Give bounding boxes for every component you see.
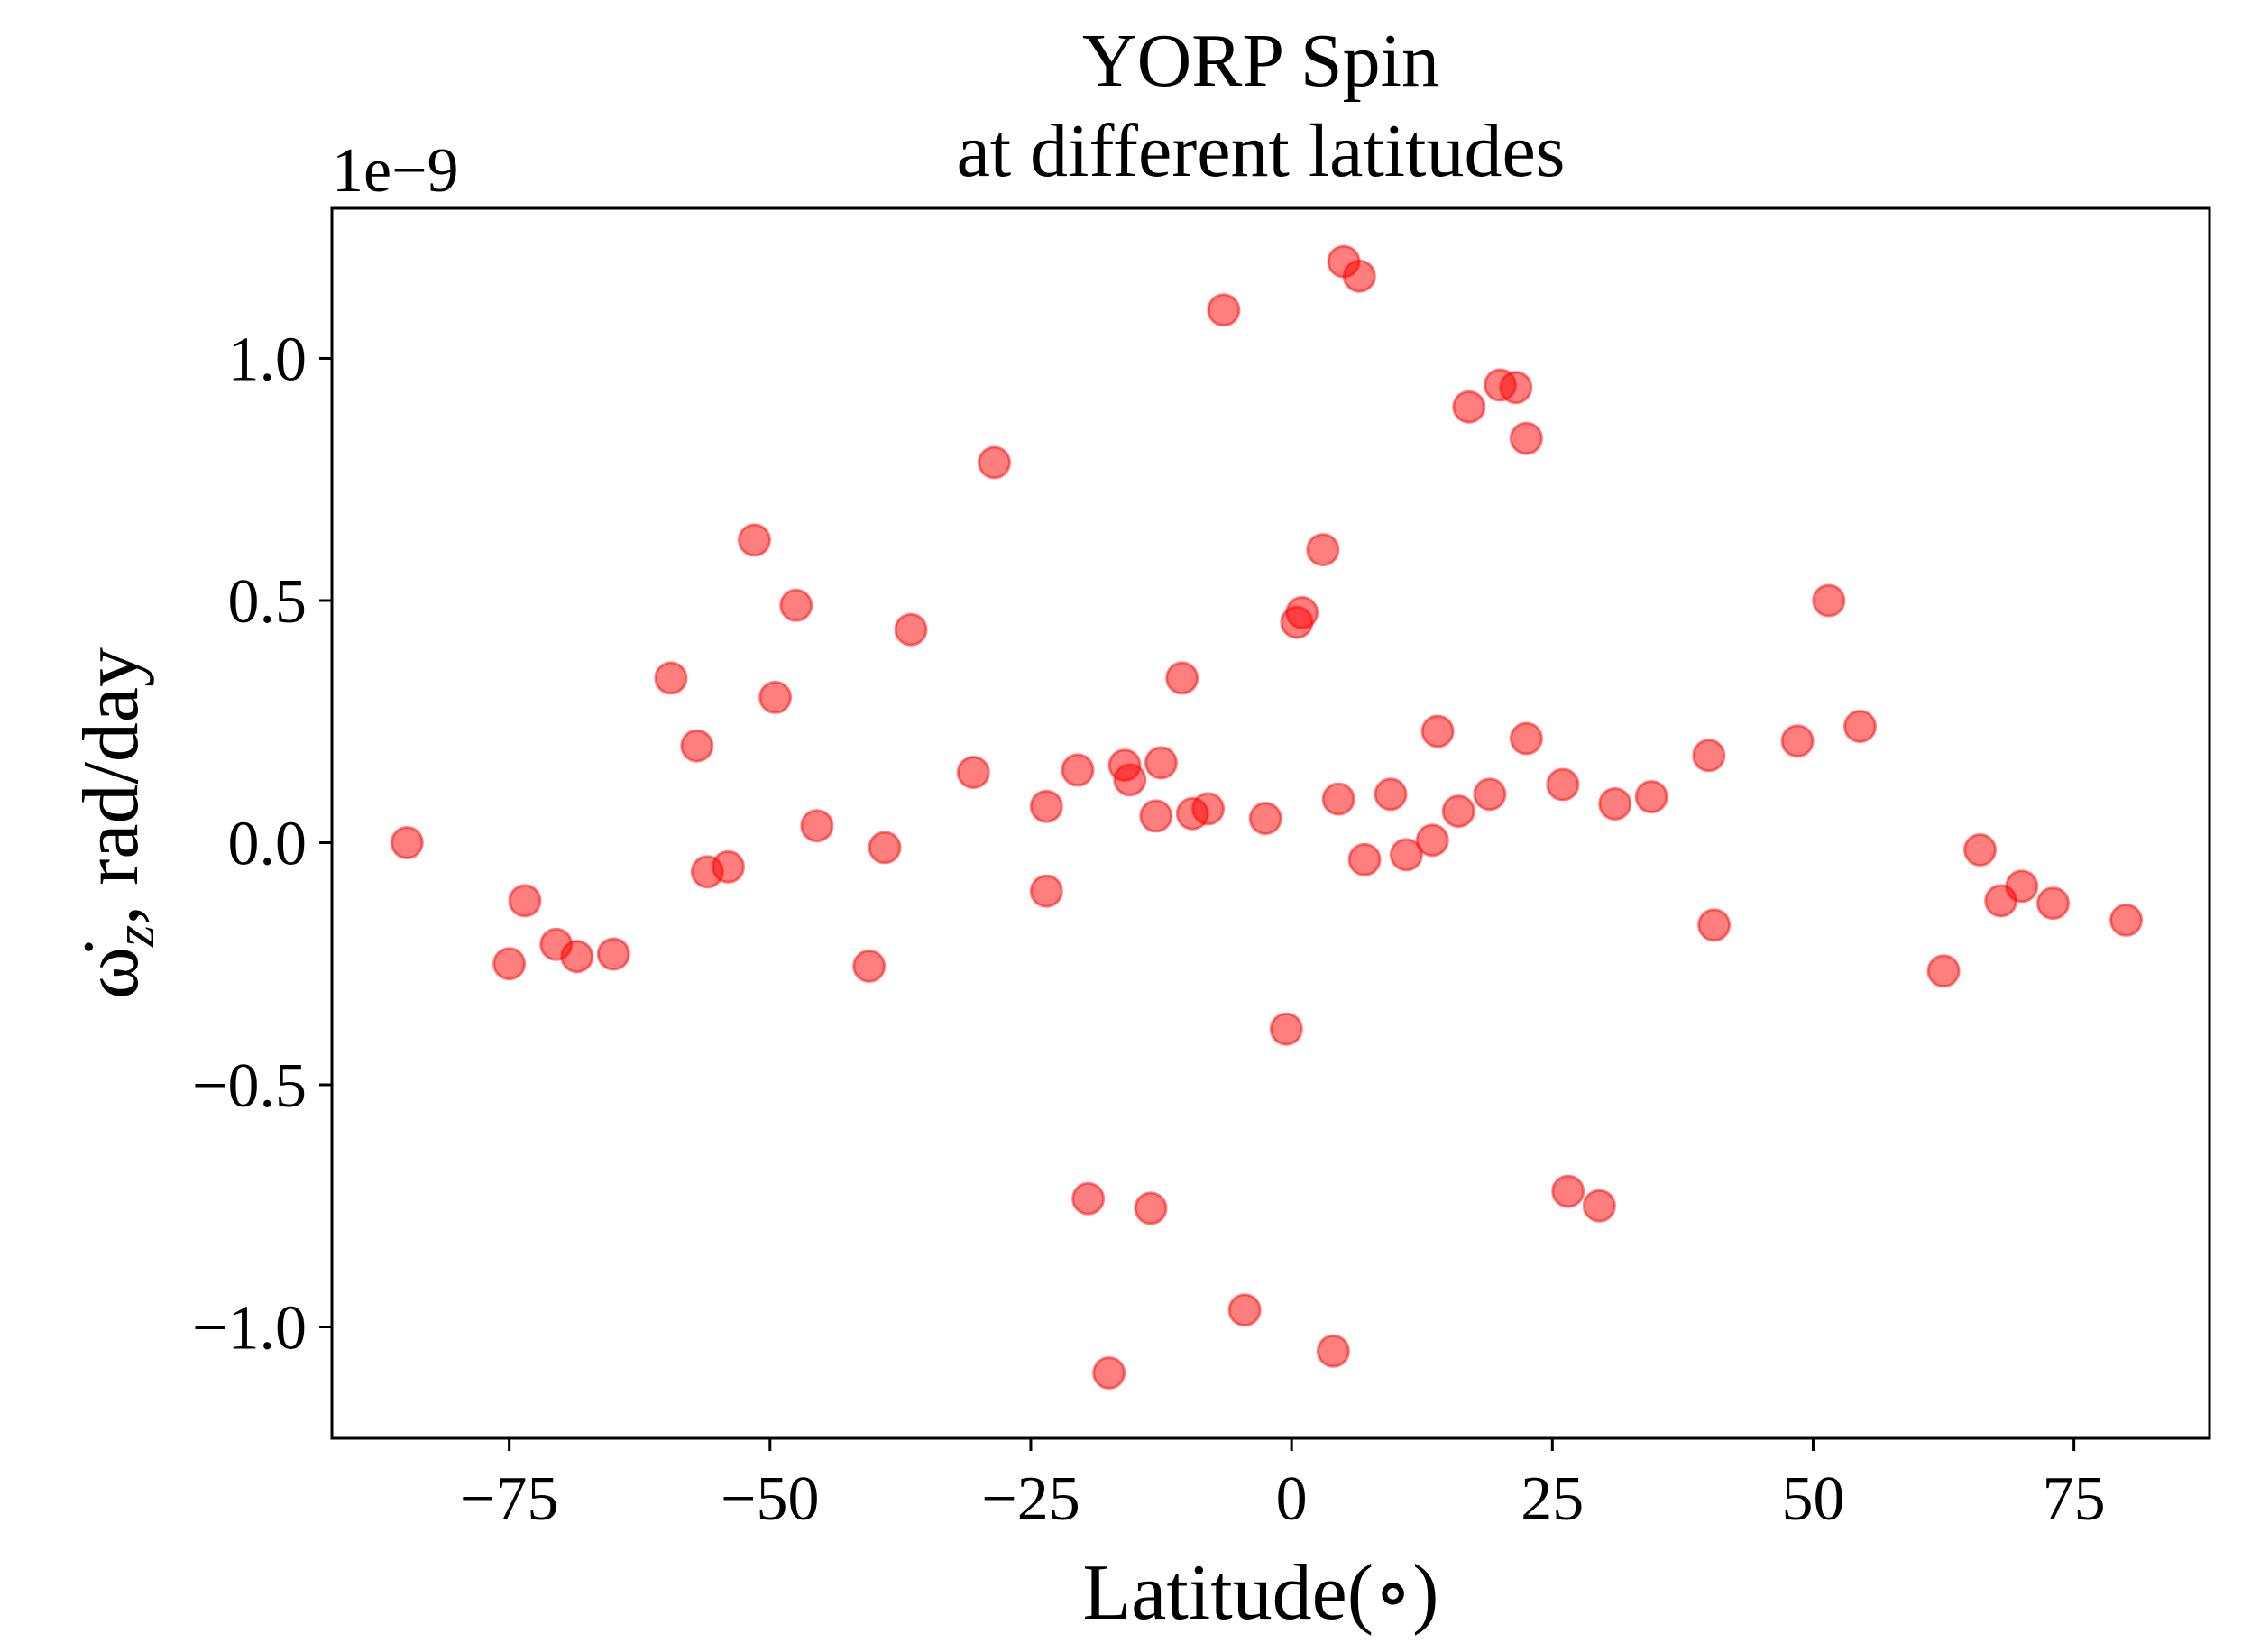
x-tick-label: 75 (2043, 1464, 2106, 1534)
scatter-point-19 (1029, 789, 1063, 823)
scatter-point-59 (1634, 780, 1668, 813)
scatter-point-55 (1316, 1334, 1350, 1368)
chart-title-line-2: at different latitudes (957, 109, 1566, 193)
x-tick-label: 25 (1521, 1464, 1584, 1534)
scatter-point-48 (1452, 390, 1486, 424)
x-axis-ticks: −75 −50 −25 0 25 50 75 (460, 1438, 2106, 1534)
scatter-point-16 (894, 612, 928, 647)
scatter-point-28 (1191, 792, 1226, 826)
plot-frame (330, 206, 2211, 1440)
scatter-point-56 (1551, 1174, 1585, 1208)
scatter-point-58 (1598, 787, 1632, 821)
scatter-point-53 (1509, 721, 1543, 756)
scatter-point-51 (1499, 371, 1533, 405)
y-axis-label: ω̇z, rad/day (68, 647, 166, 999)
scatter-point-63 (1812, 583, 1846, 618)
scatter-point-54 (1546, 767, 1580, 802)
scatter-point-42 (1347, 842, 1382, 876)
scatter-point-5 (596, 937, 630, 971)
scatter-point-30 (1071, 1181, 1106, 1216)
scatter-point-12 (779, 588, 813, 622)
scatter-point-13 (800, 809, 834, 843)
scatter-point-33 (1227, 1293, 1262, 1327)
scatter-point-45 (1415, 823, 1449, 858)
scatter-point-7 (680, 729, 714, 763)
scatter-point-23 (1113, 763, 1147, 797)
scatter-point-9 (712, 849, 745, 884)
scatter-point-44 (1389, 838, 1423, 872)
y-axis-label-subscript: z (105, 925, 166, 948)
scatter-point-43 (1374, 777, 1408, 812)
scatter-point-1 (492, 947, 527, 981)
scatter-point-18 (978, 445, 1011, 480)
scatter-point-60 (1692, 739, 1726, 773)
y-axis-label-rest: , rad/day (68, 647, 155, 925)
scatter-point-20 (1029, 874, 1063, 908)
x-tick-label: −75 (460, 1464, 558, 1534)
y-tick-label: 1.0 (228, 325, 308, 394)
scatter-point-11 (758, 680, 793, 714)
x-tick-label: −25 (981, 1464, 1080, 1534)
y-tick-label: 0.5 (228, 567, 308, 637)
scatter-point-25 (1139, 799, 1173, 833)
scatter-point-26 (1165, 661, 1199, 695)
scatter-point-66 (1963, 833, 1997, 867)
scatter-point-62 (1780, 724, 1815, 758)
x-tick-label: 0 (1276, 1464, 1308, 1534)
scatter-point-29 (1207, 293, 1241, 327)
y-offset-text: 1e−9 (332, 136, 459, 206)
scatter-point-70 (2109, 903, 2143, 937)
scatter-point-57 (1582, 1189, 1616, 1223)
scatter-point-38 (1306, 533, 1340, 567)
scatter-point-41 (1342, 259, 1376, 293)
scatter-point-52 (1509, 421, 1543, 455)
x-tick-label: −50 (721, 1464, 819, 1534)
y-axis-label-symbol: ω̇ (68, 942, 155, 999)
x-axis-label: Latitude(∘) (1083, 1549, 1439, 1637)
scatter-point-65 (1926, 954, 1961, 988)
scatter-point-24 (1144, 746, 1178, 780)
scatter-point-32 (1092, 1356, 1126, 1390)
x-tick-label: 50 (1781, 1464, 1844, 1534)
scatter-point-14 (868, 831, 902, 865)
scatter-point-61 (1697, 908, 1732, 942)
scatter-point-39 (1321, 782, 1355, 816)
scatter-point-34 (1248, 802, 1282, 836)
scatter-point-46 (1420, 714, 1455, 748)
scatter-point-35 (1269, 1012, 1303, 1046)
scatter-point-17 (956, 756, 990, 790)
scatter-point-0 (390, 826, 424, 859)
y-tick-label: −1.0 (192, 1293, 307, 1363)
scatter-point-69 (2036, 886, 2070, 921)
scatter-point-37 (1285, 595, 1319, 629)
scatter-point-64 (1843, 710, 1877, 744)
y-tick-label: −0.5 (192, 1051, 307, 1121)
scatter-point-15 (852, 949, 887, 983)
scatter-point-2 (508, 884, 542, 918)
scatter-point-49 (1473, 777, 1507, 812)
data-points (390, 244, 2143, 1390)
scatter-point-68 (2005, 869, 2039, 904)
scatter-point-4 (560, 940, 594, 974)
scatter-point-21 (1061, 753, 1095, 787)
chart-title-line-1: YORP Spin (1082, 19, 1439, 103)
y-tick-label: 0.0 (228, 809, 308, 878)
y-axis-ticks: −1.0 −0.5 0.0 0.5 1.0 (192, 325, 332, 1363)
scatter-point-31 (1134, 1191, 1168, 1225)
scatter-point-47 (1441, 794, 1475, 829)
scatter-point-10 (738, 523, 771, 557)
scatter-point-6 (654, 661, 688, 695)
